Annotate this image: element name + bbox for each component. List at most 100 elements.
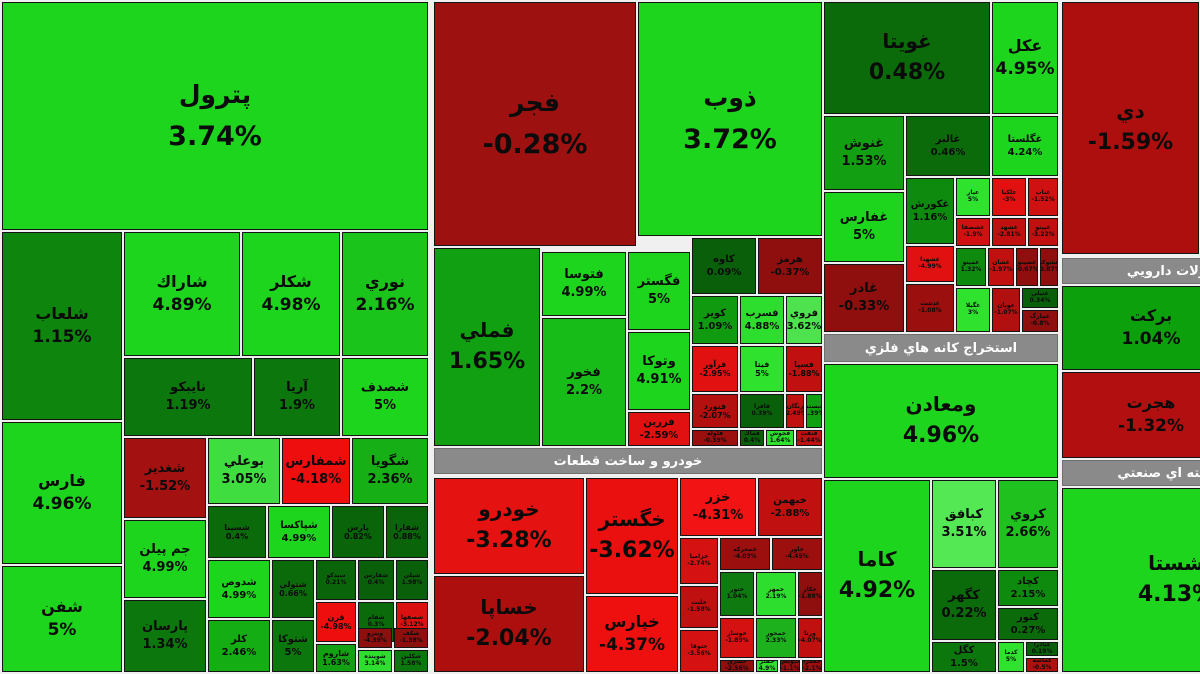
treemap-tile[interactable]: شكلين 1.58%	[394, 650, 428, 672]
treemap-tile[interactable]: فجوش 1.64%	[766, 430, 794, 446]
treemap-tile[interactable]: خاور -4.45%	[772, 538, 822, 570]
treemap-tile[interactable]: كنور 0.27%	[998, 608, 1058, 640]
treemap-tile[interactable]: غگيلا 3%	[956, 288, 990, 332]
treemap-tile[interactable]: غويان -1.07%	[992, 288, 1020, 332]
treemap-tile[interactable]: غصينو -0.67%	[1016, 248, 1038, 286]
treemap-tile[interactable]: كچاد 2.15%	[998, 570, 1058, 606]
treemap-tile[interactable]: قرن -4.98%	[316, 602, 356, 642]
treemap-tile[interactable]: پارسان 1.34%	[124, 600, 206, 672]
treemap-tile[interactable]: فرآور -2.95%	[692, 346, 738, 392]
treemap-tile[interactable]: فملي 1.65%	[434, 248, 540, 446]
treemap-tile[interactable]: ختور 1.04%	[720, 572, 754, 616]
treemap-tile[interactable]: فگستر 5%	[628, 252, 690, 330]
treemap-tile[interactable]: ورنا -4.07%	[798, 618, 822, 658]
treemap-tile[interactable]: شمفارس -4.18%	[282, 438, 350, 504]
treemap-tile[interactable]: غشهد -2.81%	[992, 218, 1026, 246]
treemap-tile[interactable]: ومعادن 4.96%	[824, 364, 1058, 478]
treemap-tile[interactable]: شپاكسا 4.99%	[268, 506, 330, 558]
treemap-tile[interactable]: خكار -1.88%	[798, 572, 822, 616]
treemap-tile[interactable]: شلعاب 1.15%	[2, 232, 122, 420]
treemap-tile[interactable]: نايبكو 1.19%	[124, 358, 252, 436]
treemap-tile[interactable]: شصدف 5%	[342, 358, 428, 436]
treemap-tile[interactable]: سيدكو 0.21%	[316, 560, 356, 600]
treemap-tile[interactable]: غناب -1.52%	[1028, 178, 1058, 216]
treemap-tile[interactable]: غدشت -1.08%	[906, 284, 954, 332]
treemap-tile[interactable]: غشهدا -4.99%	[906, 246, 954, 282]
treemap-tile[interactable]: خزاميا -2.74%	[680, 538, 718, 584]
treemap-tile[interactable]: شتولي 0.66%	[272, 560, 314, 618]
treemap-tile[interactable]: ذوب 3.72%	[638, 2, 822, 236]
treemap-tile[interactable]: خمحركه -4.03%	[720, 538, 770, 570]
treemap-tile[interactable]: شستا 4.13%	[1062, 488, 1200, 672]
treemap-tile[interactable]: فسپا -1.88%	[786, 346, 822, 392]
treemap-tile[interactable]: فلوله -0.39%	[692, 430, 738, 446]
treemap-tile[interactable]: فنفت -1.44%	[796, 430, 822, 446]
treemap-tile[interactable]: كبافق 3.51%	[932, 480, 996, 568]
treemap-tile[interactable]: كبادرا 0.19%	[1026, 642, 1058, 656]
treemap-tile[interactable]: فبستم1.39%	[806, 394, 822, 428]
treemap-tile[interactable]: وپترو -4.39%	[358, 628, 392, 648]
treemap-tile[interactable]: شغدير -1.52%	[124, 438, 206, 518]
treemap-tile[interactable]: غشصفا -1.9%	[956, 218, 990, 246]
treemap-tile[interactable]: شكف -1.38%	[394, 628, 428, 648]
treemap-tile[interactable]: خپويش -1.1%	[780, 660, 800, 672]
treemap-tile[interactable]: غويتا 0.48%	[824, 2, 990, 114]
treemap-tile[interactable]: شاراك 4.89%	[124, 232, 240, 356]
treemap-tile[interactable]: علكبا -3%	[992, 178, 1026, 216]
treemap-tile[interactable]: خشرق -2.56%	[720, 660, 754, 672]
treemap-tile[interactable]: پترول 3.74%	[2, 2, 428, 230]
treemap-tile[interactable]: غگلستا 4.24%	[992, 116, 1058, 176]
treemap-tile[interactable]: غكورش 1.16%	[906, 178, 954, 244]
treemap-tile[interactable]: وتوكا 4.91%	[628, 332, 690, 410]
treemap-tile[interactable]: غالبر 0.46%	[906, 116, 990, 176]
treemap-tile[interactable]: شفارا 0.88%	[386, 506, 428, 558]
treemap-tile[interactable]: شتوكا 5%	[272, 620, 314, 672]
treemap-tile[interactable]: كدما 5%	[998, 642, 1024, 672]
treemap-tile[interactable]: خودرو -3.28%	[434, 478, 584, 574]
treemap-tile[interactable]: غمينو 1.32%	[956, 248, 986, 286]
treemap-tile[interactable]: جم پيلن 4.99%	[124, 520, 206, 598]
treemap-tile[interactable]: خوساز -1.89%	[720, 618, 754, 658]
treemap-tile[interactable]: ختوقا -3.56%	[680, 630, 718, 672]
treemap-tile[interactable]: خعمرا -2.1%	[802, 660, 822, 672]
treemap-tile[interactable]: بوعلي 3.05%	[208, 438, 280, 504]
treemap-tile[interactable]: غپينو -3.22%	[1028, 218, 1058, 246]
treemap-tile[interactable]: زنگان-2.49%	[786, 394, 804, 428]
treemap-tile[interactable]: فافزا 0.39%	[740, 394, 784, 428]
treemap-tile[interactable]: خفنر 4.9%	[756, 660, 778, 672]
treemap-tile[interactable]: خبهمن -2.88%	[758, 478, 822, 536]
treemap-tile[interactable]: غفارس 5%	[824, 192, 904, 262]
treemap-tile[interactable]: خساپا -2.04%	[434, 576, 584, 672]
treemap-tile[interactable]: خزر -4.31%	[680, 478, 756, 536]
treemap-tile[interactable]: شكلر 4.98%	[242, 232, 340, 356]
treemap-tile[interactable]: شگويا 2.36%	[352, 438, 428, 504]
treemap-tile[interactable]: فارس 4.96%	[2, 422, 122, 564]
treemap-tile[interactable]: كلر 2.46%	[208, 620, 270, 672]
treemap-tile[interactable]: خمحور 2.33%	[756, 618, 796, 658]
treemap-tile[interactable]: پارس 0.82%	[332, 506, 384, 558]
treemap-tile[interactable]: كاما 4.92%	[824, 480, 930, 672]
treemap-tile[interactable]: هرمز -0.37%	[758, 238, 822, 294]
treemap-tile[interactable]: خمهر 2.19%	[756, 572, 796, 616]
treemap-tile[interactable]: فيتا 5%	[740, 346, 784, 392]
treemap-tile[interactable]: شسينا 0.4%	[208, 506, 266, 558]
treemap-tile[interactable]: خگستر -3.62%	[586, 478, 678, 594]
treemap-tile[interactable]: غنوش 1.53%	[824, 116, 904, 190]
treemap-tile[interactable]: دي -1.59%	[1062, 2, 1199, 254]
treemap-tile[interactable]: غمارگ -0.8%	[1022, 310, 1058, 332]
treemap-tile[interactable]: فماك 0.4%	[740, 430, 764, 446]
treemap-tile[interactable]: شپلي 1.98%	[396, 560, 428, 600]
treemap-tile[interactable]: فسرب 4.88%	[740, 296, 784, 344]
treemap-tile[interactable]: غشوكو-0.87%	[1040, 248, 1058, 286]
treemap-tile[interactable]: فتوسا 4.99%	[542, 252, 626, 316]
treemap-tile[interactable]: شفارس 0.4%	[358, 560, 394, 600]
treemap-tile[interactable]: غادر -0.33%	[824, 264, 904, 332]
treemap-tile[interactable]: بركت 1.04%	[1062, 286, 1200, 370]
treemap-tile[interactable]: فخور 2.2%	[542, 318, 626, 446]
treemap-tile[interactable]: كگل 1.5%	[932, 642, 996, 672]
treemap-tile[interactable]: شفن 5%	[2, 566, 122, 672]
treemap-tile[interactable]: كماسه -0.5%	[1026, 658, 1058, 672]
treemap-tile[interactable]: شوينده 3.14%	[358, 650, 392, 672]
treemap-tile[interactable]: كروي 2.66%	[998, 480, 1058, 568]
treemap-tile[interactable]: كاوه 0.09%	[692, 238, 756, 294]
